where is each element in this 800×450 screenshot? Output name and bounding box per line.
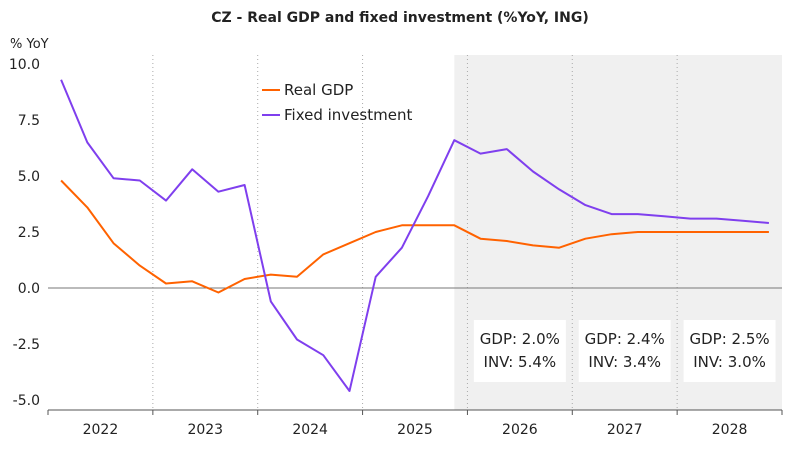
annotation-inv: INV: 5.4% [484,353,557,371]
annotation-gdp: GDP: 2.5% [689,330,769,348]
y-tick-label: -5.0 [13,393,40,409]
y-tick-label: 5.0 [18,169,40,185]
legend-label: Real GDP [284,81,353,99]
y-axis-unit-label: % YoY [10,37,49,52]
annotation-inv: INV: 3.0% [693,353,766,371]
y-axis-tick-labels: 10.0 7.5 5.0 2.5 0.0 -2.5 -5.0 [9,57,40,409]
x-axis-year-labels: 2022 2023 2024 2025 2026 2027 2028 [83,422,748,438]
y-tick-label: 2.5 [18,225,40,241]
annotation-inv: INV: 3.4% [588,353,661,371]
series-line-fixed-investment [60,79,769,392]
y-tick-label: -2.5 [13,337,40,353]
x-year-label: 2025 [397,422,433,438]
series-line-real-gdp [60,179,769,294]
y-tick-label: 10.0 [9,57,40,73]
x-year-label: 2027 [607,422,643,438]
x-axis-ticks [47,410,783,415]
forecast-annotations: GDP: 2.0% INV: 5.4% GDP: 2.4% INV: 3.4% GDP:… [473,320,776,382]
annotation-gdp: GDP: 2.4% [585,330,665,348]
x-year-label: 2022 [83,422,119,438]
legend: Real GDP Fixed investment [262,81,412,124]
series-lines [60,79,769,392]
x-year-label: 2028 [712,422,748,438]
annotation-box [473,320,566,382]
chart-title: CZ - Real GDP and fixed investment (%YoY… [211,10,589,26]
legend-label: Fixed investment [284,106,412,124]
annotation-box [683,320,776,382]
x-year-label: 2024 [292,422,328,438]
x-year-label: 2023 [187,422,223,438]
y-tick-label: 7.5 [18,113,40,129]
y-tick-label: 0.0 [18,281,40,297]
x-year-label: 2026 [502,422,538,438]
annotation-box [578,320,671,382]
annotation-gdp: GDP: 2.0% [480,330,560,348]
